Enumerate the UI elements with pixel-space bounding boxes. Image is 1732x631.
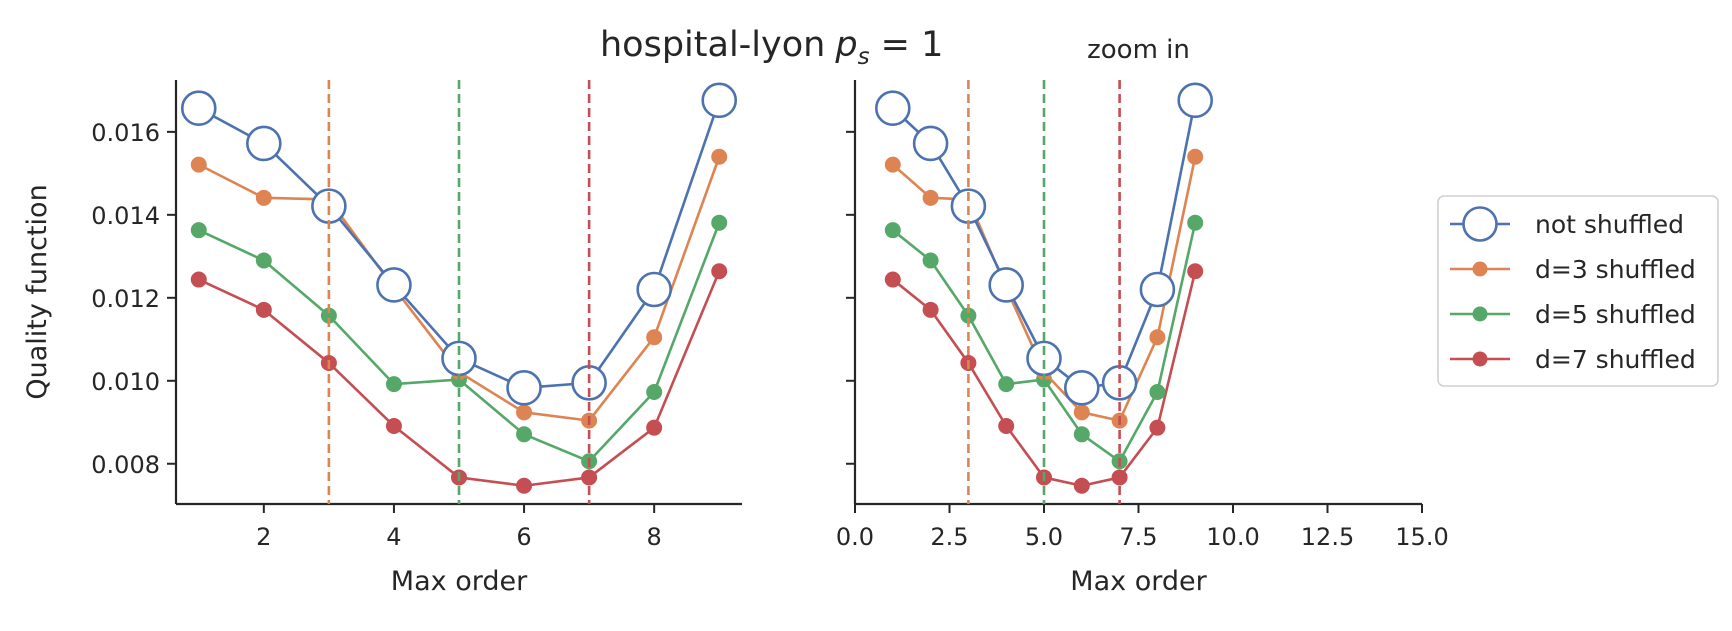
data-point	[1149, 383, 1166, 400]
x-axis-label: Max order	[1070, 566, 1207, 597]
legend: not shuffled d=3 shuffled d=5 shuffled d=7 …	[1437, 195, 1719, 387]
data-point	[884, 222, 901, 239]
x-tick-label: 12.5	[1301, 523, 1354, 551]
data-point	[646, 419, 663, 436]
x-tick-label: 6	[516, 523, 531, 551]
series-not-shuffled	[180, 82, 738, 406]
legend-marker	[1462, 206, 1498, 242]
data-point	[922, 252, 939, 269]
legend-label: not shuffled	[1535, 210, 1684, 239]
figure-title-math-rest: = 1	[870, 25, 944, 65]
data-point	[516, 404, 533, 421]
data-point	[255, 189, 272, 206]
y-tick-label: 0.010	[91, 368, 160, 396]
data-point	[190, 222, 207, 239]
data-point	[874, 90, 911, 127]
data-point	[1064, 370, 1100, 406]
data-point	[246, 125, 282, 162]
legend-item-d-7-shuffled: d=7 shuffled	[1450, 345, 1696, 374]
data-point	[1177, 82, 1213, 119]
data-point	[1187, 214, 1204, 231]
data-point	[1073, 426, 1090, 443]
data-point	[912, 125, 949, 162]
data-point	[1073, 477, 1090, 494]
y-axis-label: Quality function	[22, 184, 53, 399]
y-tick-label: 0.016	[91, 119, 160, 147]
data-point	[1139, 271, 1176, 308]
data-point	[711, 148, 728, 165]
y-tick-label: 0.014	[91, 202, 160, 230]
data-point	[506, 370, 542, 406]
data-point	[998, 376, 1015, 393]
x-tick-label: 7.5	[1119, 523, 1157, 551]
data-point	[190, 271, 207, 288]
x-tick-label: 2.5	[930, 523, 968, 551]
data-point	[922, 189, 939, 206]
data-point	[1149, 329, 1166, 346]
figure-title-math-var: p	[834, 25, 857, 65]
data-point	[646, 329, 663, 346]
panel-title: zoom in	[1087, 35, 1190, 65]
data-point	[376, 267, 412, 303]
data-point	[701, 82, 738, 119]
data-point	[1073, 404, 1090, 421]
x-tick-label: 2	[256, 523, 271, 551]
data-point	[255, 252, 272, 269]
legend-label: d=3 shuffled	[1535, 255, 1696, 284]
data-point	[884, 156, 901, 173]
legend-marker	[1472, 351, 1488, 367]
data-point	[385, 418, 402, 435]
data-point	[255, 301, 272, 318]
data-point	[988, 267, 1025, 303]
x-tick-label: 8	[647, 523, 662, 551]
data-point	[636, 271, 672, 308]
legend-label: d=7 shuffled	[1535, 345, 1696, 374]
legend-item-d-5-shuffled: d=5 shuffled	[1450, 300, 1696, 329]
x-tick-label: 4	[386, 523, 401, 551]
x-tick-label: 0.0	[836, 523, 874, 551]
data-point	[1187, 263, 1204, 280]
data-point	[884, 271, 901, 288]
legend-marker	[1472, 261, 1488, 277]
legend-frame	[1437, 195, 1719, 387]
data-point	[922, 301, 939, 318]
data-point	[646, 383, 663, 400]
data-point	[180, 90, 217, 127]
legend-item-not-shuffled: not shuffled	[1450, 206, 1684, 242]
legend-item-d-3-shuffled: d=3 shuffled	[1450, 255, 1696, 284]
x-axis-label: Max order	[391, 566, 528, 597]
y-tick-label: 0.012	[91, 285, 160, 313]
data-point	[1187, 148, 1204, 165]
figure-title-text: hospital-lyon	[600, 25, 825, 65]
chart-panels: 0.008 0.010 0.012 0.014 0.016 2 4 6 8 Max order Qu…	[22, 35, 1449, 597]
data-point	[516, 477, 533, 494]
data-point	[516, 426, 533, 443]
x-tick-label: 10.0	[1206, 523, 1259, 551]
data-point	[998, 418, 1015, 435]
series-not-shuffled	[874, 82, 1213, 406]
x-tick-label: 5.0	[1025, 523, 1063, 551]
chart-panel-2: 0.0 2.5 5.0 7.5 10.0 12.5 15.0 Max order zoom in	[836, 35, 1449, 597]
data-point	[385, 376, 402, 393]
data-point	[711, 263, 728, 280]
figure-title: hospital-lyon ps = 1	[600, 25, 943, 70]
figure-title-math-sub: s	[858, 44, 870, 70]
data-point	[711, 214, 728, 231]
legend-marker	[1472, 306, 1488, 322]
x-tick-label: 15.0	[1395, 523, 1448, 551]
y-tick-label: 0.008	[91, 451, 160, 479]
data-point	[190, 156, 207, 173]
chart-panel-1: 0.008 0.010 0.012 0.014 0.016 2 4 6 8 Max order Qu…	[22, 80, 742, 597]
legend-label: d=5 shuffled	[1535, 300, 1696, 329]
data-point	[1149, 419, 1166, 436]
